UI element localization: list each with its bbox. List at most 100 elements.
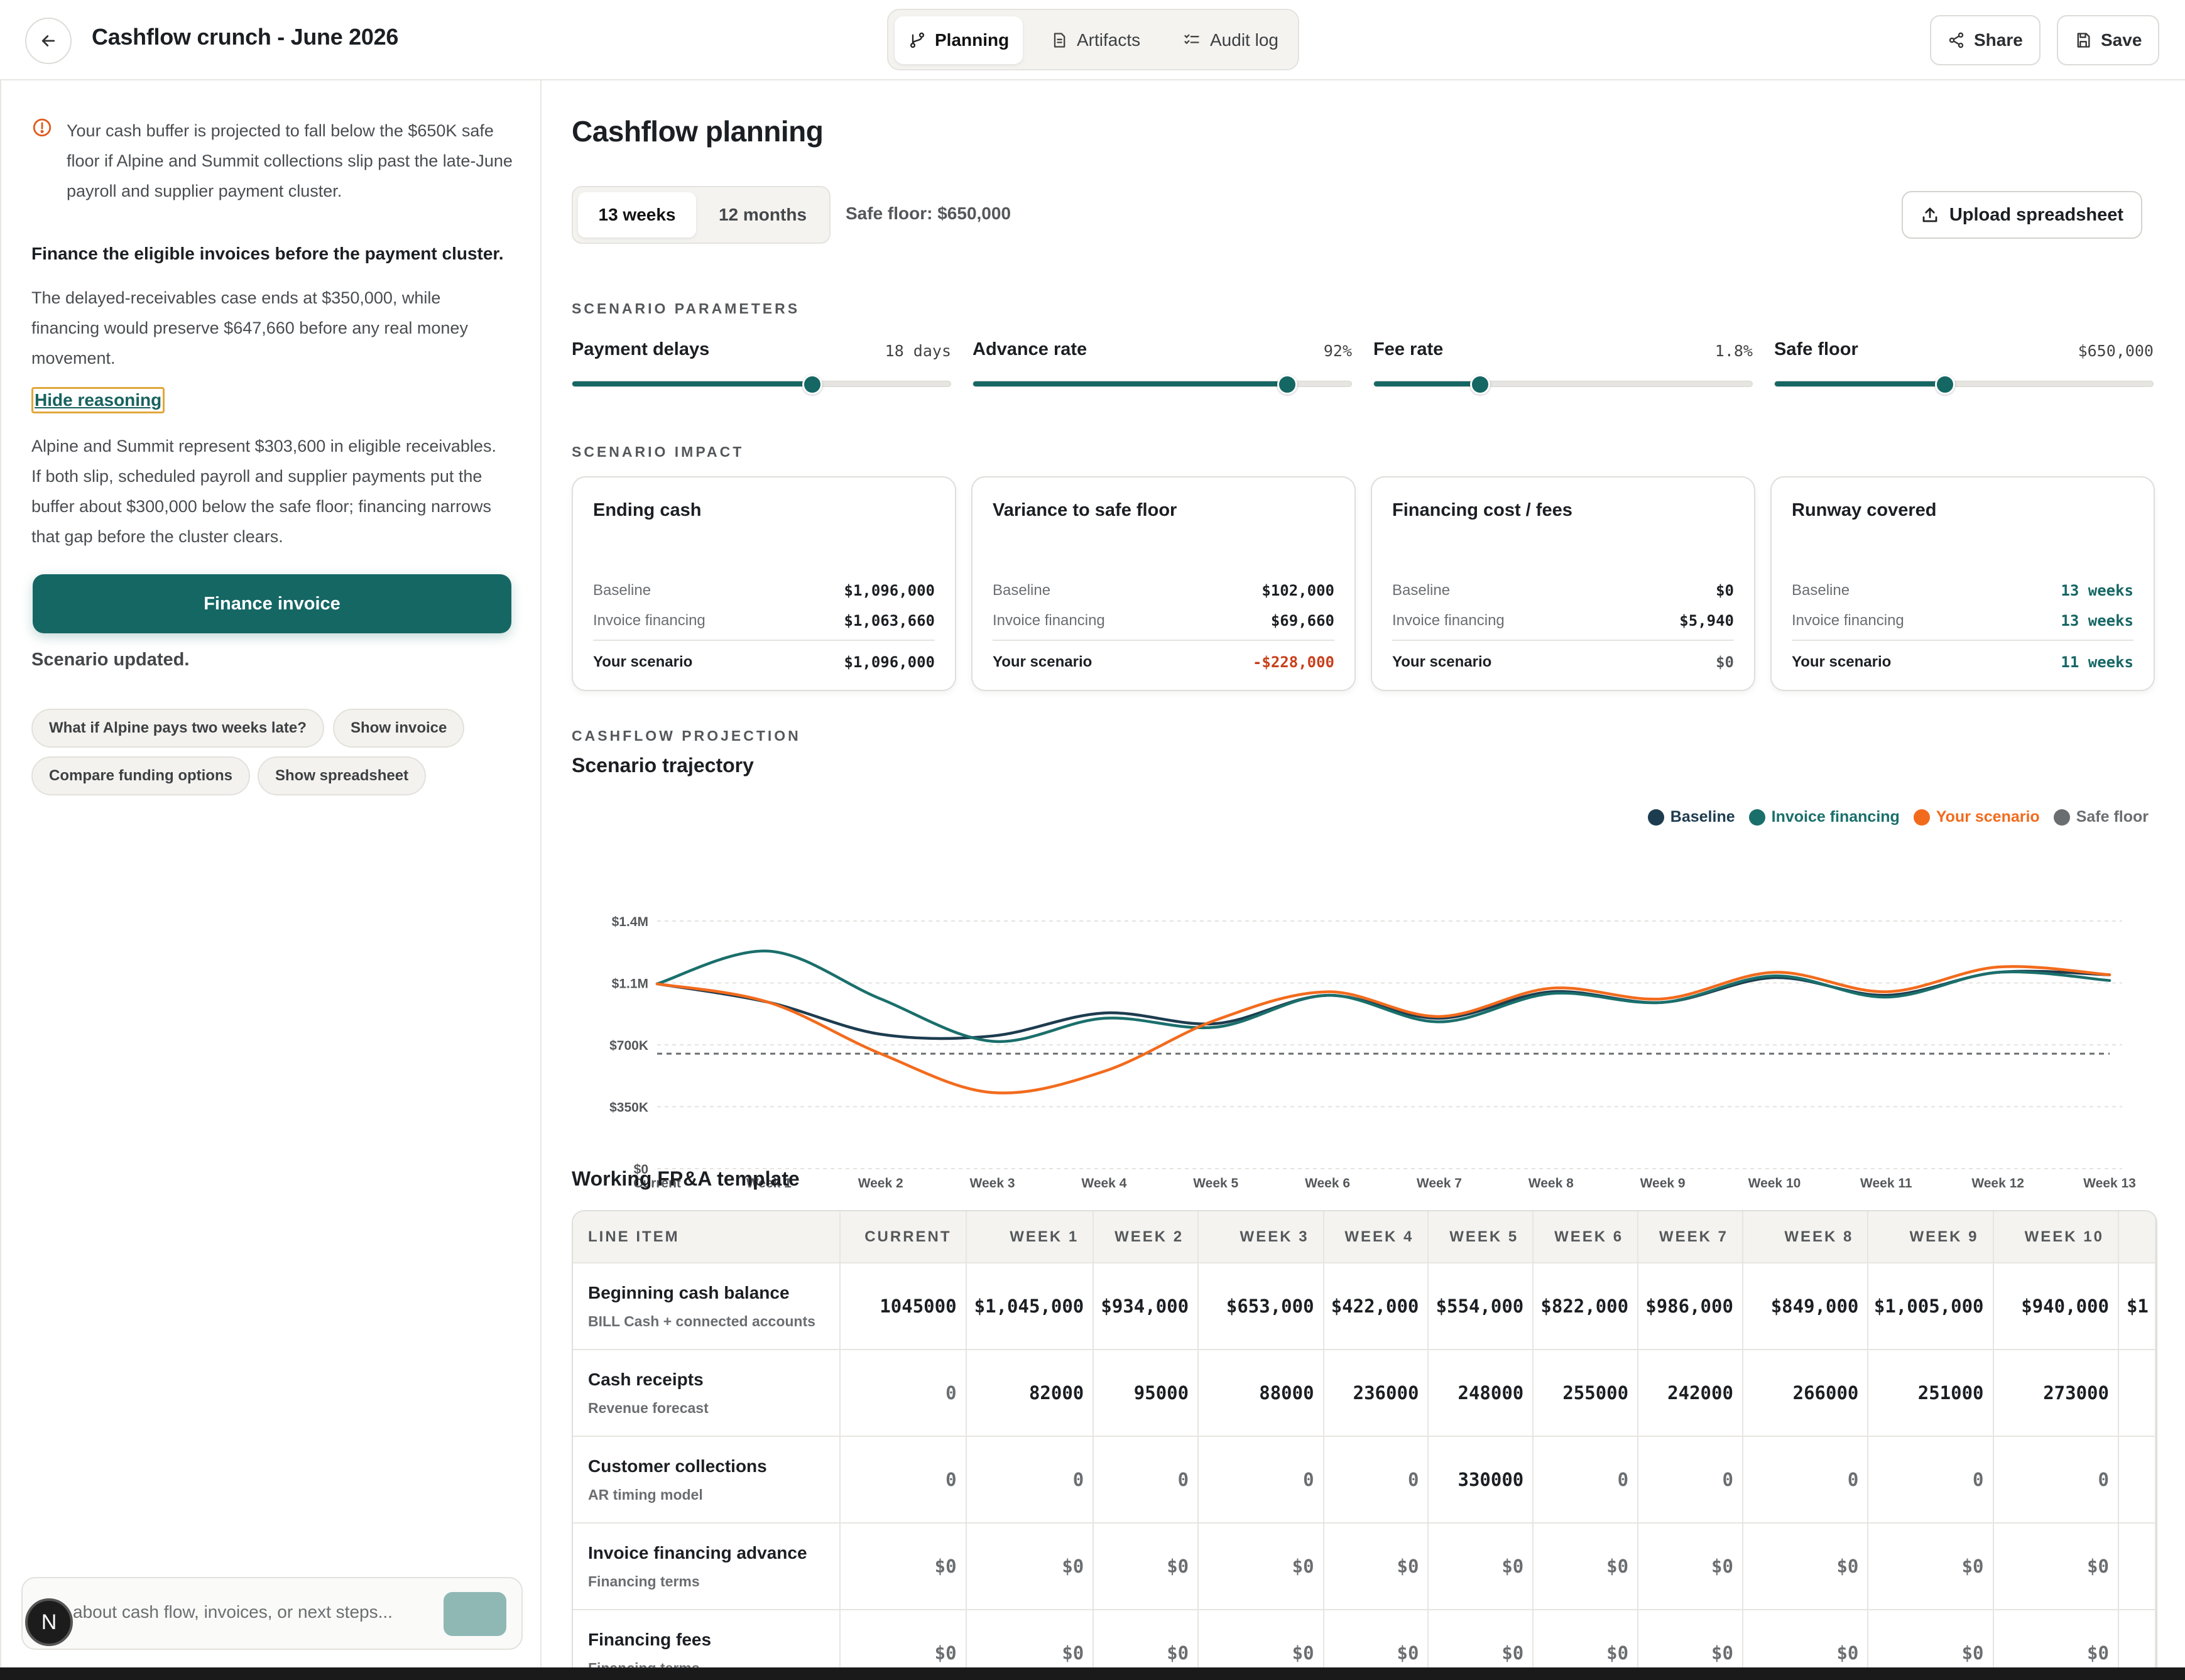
- table-cell[interactable]: 0: [1742, 1436, 1869, 1524]
- table-cell[interactable]: $0: [1993, 1523, 2119, 1610]
- projection-label: CASHFLOW PROJECTION: [572, 728, 801, 744]
- table-cell[interactable]: $0: [1742, 1523, 1869, 1610]
- save-button[interactable]: Save: [2057, 15, 2160, 65]
- view-tabs: Planning Artifacts Audit log: [887, 9, 1299, 70]
- table-cell[interactable]: $0: [1742, 1610, 1869, 1667]
- table-cell[interactable]: $422,000: [1323, 1263, 1429, 1350]
- tab-planning[interactable]: Planning: [895, 16, 1023, 64]
- column-header: WEEK 5: [1428, 1211, 1534, 1263]
- table-cell[interactable]: 95000: [1093, 1350, 1199, 1437]
- table-cell[interactable]: $0: [840, 1610, 967, 1667]
- table-cell[interactable]: $0: [1323, 1523, 1429, 1610]
- slider-thumb[interactable]: [1469, 374, 1490, 395]
- page-title: Cashflow crunch - June 2026: [92, 24, 399, 50]
- table-cell[interactable]: 330000: [1428, 1436, 1534, 1524]
- suggestion-chip[interactable]: What if Alpine pays two weeks late?: [31, 709, 324, 748]
- table-cell[interactable]: $940,000: [1993, 1263, 2119, 1350]
- table-cell[interactable]: [2118, 1436, 2156, 1524]
- param-slider[interactable]: [1373, 374, 1753, 395]
- table-cell[interactable]: 0: [1198, 1436, 1324, 1524]
- table-cell[interactable]: $1,045,000: [966, 1263, 1094, 1350]
- table-cell[interactable]: $0: [1093, 1523, 1199, 1610]
- table-cell[interactable]: $0: [1638, 1523, 1743, 1610]
- table-cell[interactable]: $0: [840, 1523, 967, 1610]
- slider-thumb[interactable]: [1934, 374, 1955, 395]
- table-cell[interactable]: 266000: [1742, 1350, 1869, 1437]
- share-button[interactable]: Share: [1930, 15, 2041, 65]
- table-cell[interactable]: $0: [1533, 1523, 1639, 1610]
- table-cell[interactable]: $986,000: [1638, 1263, 1743, 1350]
- back-button[interactable]: [25, 18, 72, 64]
- avatar[interactable]: N: [25, 1598, 73, 1646]
- table-cell[interactable]: [2118, 1350, 2156, 1437]
- table-cell[interactable]: $0: [966, 1610, 1094, 1667]
- table-cell[interactable]: $0: [1198, 1610, 1324, 1667]
- table-cell[interactable]: 0: [1093, 1436, 1199, 1524]
- table-cell[interactable]: $0: [1993, 1610, 2119, 1667]
- suggestion-chip[interactable]: Compare funding options: [31, 756, 250, 795]
- x-tick-label: Week 6: [1305, 1176, 1350, 1191]
- table-cell[interactable]: $934,000: [1093, 1263, 1199, 1350]
- tab-audit-log[interactable]: Audit log: [1169, 16, 1292, 64]
- slider-thumb[interactable]: [802, 374, 823, 395]
- finance-invoice-button[interactable]: Finance invoice: [33, 574, 511, 633]
- table-cell[interactable]: 0: [966, 1436, 1094, 1524]
- row-value: $69,660: [1270, 612, 1334, 630]
- table-cell[interactable]: $1: [2118, 1263, 2156, 1350]
- table-cell[interactable]: 0: [840, 1436, 967, 1524]
- tab-artifacts[interactable]: Artifacts: [1037, 16, 1154, 64]
- table-cell[interactable]: $0: [1198, 1523, 1324, 1610]
- table-cell[interactable]: 255000: [1533, 1350, 1639, 1437]
- line-item-cell: Beginning cash balance BILL Cash + connec…: [573, 1263, 841, 1350]
- horizon-12-months[interactable]: 12 months: [718, 205, 807, 224]
- chat-input[interactable]: about cash flow, invoices, or next steps…: [73, 1602, 393, 1622]
- table-cell[interactable]: $0: [966, 1523, 1094, 1610]
- horizon-13-weeks[interactable]: 13 weeks: [578, 192, 696, 237]
- table-cell[interactable]: 236000: [1323, 1350, 1429, 1437]
- table-cell[interactable]: 242000: [1638, 1350, 1743, 1437]
- table-cell[interactable]: $822,000: [1533, 1263, 1639, 1350]
- table-cell[interactable]: 1045000: [840, 1263, 967, 1350]
- table-cell[interactable]: 0: [1638, 1436, 1743, 1524]
- line-item-cell: Cash receipts Revenue forecast: [573, 1350, 841, 1437]
- hide-reasoning-link[interactable]: Hide reasoning: [31, 387, 165, 413]
- table-cell[interactable]: $0: [1428, 1610, 1534, 1667]
- table-cell[interactable]: $0: [1323, 1610, 1429, 1667]
- table-cell[interactable]: 251000: [1868, 1350, 1994, 1437]
- upload-spreadsheet-button[interactable]: Upload spreadsheet: [1901, 191, 2142, 239]
- table-cell[interactable]: [2118, 1523, 2156, 1610]
- row-value: $1,096,000: [844, 653, 935, 671]
- table-cell[interactable]: [2118, 1610, 2156, 1667]
- param-slider[interactable]: [572, 374, 951, 395]
- table-cell[interactable]: 273000: [1993, 1350, 2119, 1437]
- table-cell[interactable]: $0: [1868, 1523, 1994, 1610]
- table-cell[interactable]: 248000: [1428, 1350, 1534, 1437]
- slider-fill: [1775, 381, 1945, 386]
- table-cell[interactable]: $0: [1638, 1610, 1743, 1667]
- param-value: 92%: [1323, 342, 1352, 360]
- param-slider[interactable]: [1774, 374, 2154, 395]
- param-slider[interactable]: [973, 374, 1352, 395]
- table-cell[interactable]: 0: [1533, 1436, 1639, 1524]
- table-cell[interactable]: 0: [1323, 1436, 1429, 1524]
- slider-thumb[interactable]: [1277, 374, 1297, 395]
- table-cell[interactable]: 82000: [966, 1350, 1094, 1437]
- param-value: $650,000: [2078, 342, 2154, 360]
- table-cell[interactable]: $653,000: [1198, 1263, 1324, 1350]
- suggestion-chip[interactable]: Show spreadsheet: [258, 756, 427, 795]
- send-button[interactable]: [444, 1592, 506, 1636]
- table-cell[interactable]: $0: [1093, 1610, 1199, 1667]
- table-cell[interactable]: 0: [840, 1350, 967, 1437]
- table-cell[interactable]: 0: [1993, 1436, 2119, 1524]
- table-cell[interactable]: $0: [1868, 1610, 1994, 1667]
- table-cell[interactable]: $554,000: [1428, 1263, 1534, 1350]
- table-cell[interactable]: $0: [1428, 1523, 1534, 1610]
- horizon-toggle: 13 weeks 12 months: [572, 186, 831, 244]
- table-cell[interactable]: 0: [1868, 1436, 1994, 1524]
- param-label: Payment delays: [572, 339, 710, 359]
- table-cell[interactable]: $1,005,000: [1868, 1263, 1994, 1350]
- suggestion-chip[interactable]: Show invoice: [333, 709, 465, 748]
- table-cell[interactable]: $0: [1533, 1610, 1639, 1667]
- table-cell[interactable]: $849,000: [1742, 1263, 1869, 1350]
- table-cell[interactable]: 88000: [1198, 1350, 1324, 1437]
